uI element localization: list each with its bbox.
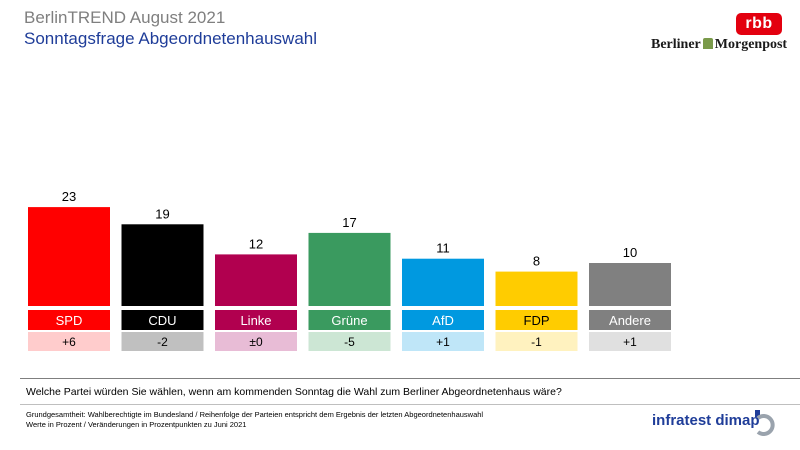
morgenpost-right-text: Morgenpost [714,37,788,52]
separator [20,404,800,405]
bar-2 [215,254,297,306]
party-label-box-6 [589,310,671,330]
party-label-4: AfD [432,313,454,328]
change-label-4: +1 [436,335,450,349]
infratest-dimap-mark-icon [755,410,775,436]
change-box-6 [589,332,671,351]
change-label-5: -1 [531,335,542,349]
bar-1 [121,224,204,306]
change-box-1 [121,332,204,351]
party-label-box-1 [121,310,204,330]
party-label-1: CDU [148,313,176,328]
party-label-box-5 [495,310,578,330]
party-label-box-3 [308,310,391,330]
change-box-5 [495,332,578,351]
change-label-6: +1 [623,335,637,349]
change-label-3: -5 [344,335,355,349]
survey-question: Welche Partei würden Sie wählen, wenn am… [26,386,562,398]
rbb-logo: rbb [736,13,782,35]
bar-0 [28,207,110,306]
morgenpost-left-text: Berliner [651,37,701,52]
berliner-morgenpost-logo: Berliner Morgenpost [651,37,791,53]
change-label-0: +6 [62,335,76,349]
footnote-population: Grundgesamtheit: Wahlberechtigte im Bund… [26,410,484,419]
change-label-1: -2 [157,335,168,349]
change-box-3 [308,332,391,351]
value-label-2: 12 [249,236,263,251]
footnote-units: Werte in Prozent / Veränderungen in Proz… [26,420,247,429]
change-label-2: ±0 [249,335,263,349]
bear-icon [702,38,713,49]
value-label-5: 8 [533,254,540,269]
infratest-dimap-logo: infratest dimap [652,412,760,429]
bar-4 [402,258,484,306]
value-label-4: 11 [436,241,450,256]
party-label-6: Andere [609,313,651,328]
party-label-3: Grüne [331,313,367,328]
chart-title: BerlinTREND August 2021 [24,8,226,27]
bar-3 [308,232,391,306]
separator [20,378,800,379]
value-label-0: 23 [62,189,76,204]
party-label-box-2 [215,310,297,330]
bar-5 [495,271,578,306]
party-label-box-0 [28,310,110,330]
change-box-0 [28,332,110,351]
value-label-1: 19 [155,206,169,221]
bar-6 [589,263,671,306]
value-label-6: 10 [623,245,637,260]
party-label-2: Linke [240,313,271,328]
change-box-4 [402,332,484,351]
party-label-5: FDP [524,313,550,328]
chart-subtitle: Sonntagsfrage Abgeordnetenhauswahl [24,29,318,48]
party-label-box-4 [402,310,484,330]
party-label-0: SPD [56,313,83,328]
change-box-2 [215,332,297,351]
value-label-3: 17 [342,215,356,230]
bar-chart: 23 SPD +6 19 CDU -2 12 Linke ±0 17 Grüne -5 11 AfD +1 8… [28,189,671,351]
